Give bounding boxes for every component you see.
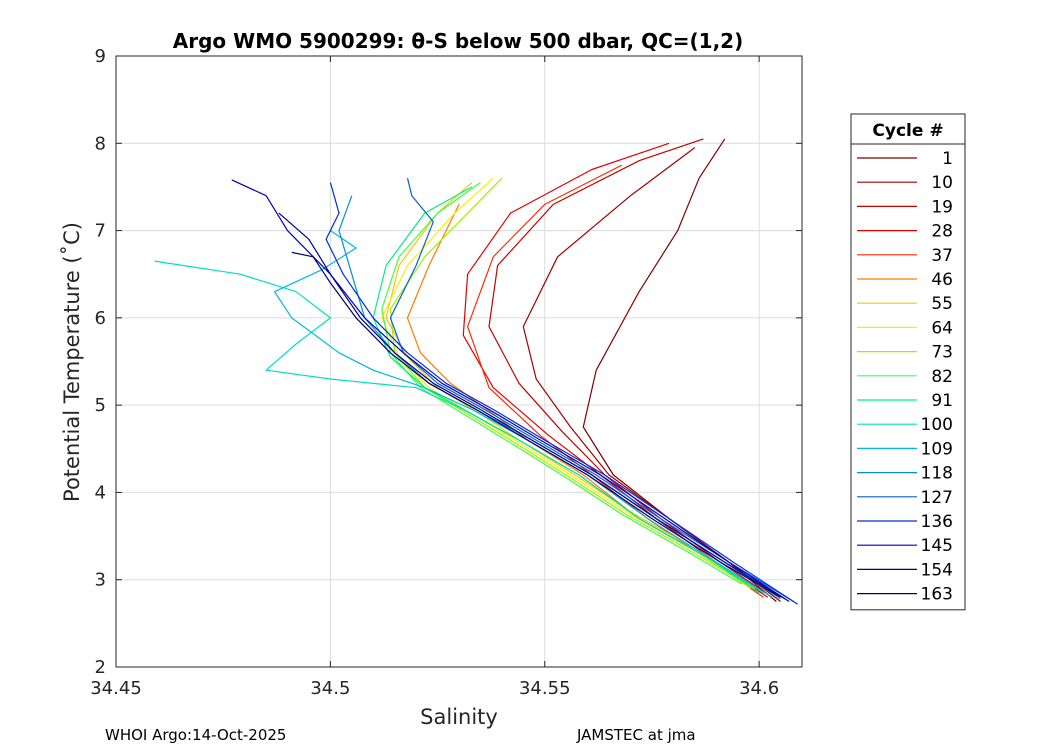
- series-line-cycle-163: [291, 251, 781, 598]
- y-tick-label: 8: [95, 133, 106, 154]
- series-line-cycle-82: [381, 182, 743, 585]
- series-line-cycle-73: [389, 177, 747, 585]
- legend-title: Cycle #: [872, 121, 943, 141]
- series-line-cycle-100: [154, 260, 764, 594]
- series-line-cycle-10: [522, 147, 781, 602]
- x-tick-label: 34.6: [739, 678, 779, 699]
- legend-label: 145: [921, 536, 953, 556]
- legend-label: 10: [931, 173, 953, 193]
- legend-label: 28: [931, 222, 953, 242]
- legend-label: 109: [921, 439, 953, 459]
- legend-label: 163: [921, 585, 953, 605]
- series-line-cycle-136: [325, 182, 799, 605]
- legend-label: 82: [931, 367, 953, 387]
- plot-frame: [115, 55, 803, 668]
- legend-label: 37: [931, 246, 953, 266]
- grid: [115, 55, 802, 668]
- legend-box: [850, 113, 966, 611]
- plot-area: [116, 56, 802, 667]
- y-tick-label: 2: [95, 657, 106, 678]
- series-line-cycle-55: [385, 182, 756, 589]
- x-tick-label: 34.55: [519, 678, 571, 699]
- x-tick-label: 34.5: [310, 678, 350, 699]
- y-tick-label: 3: [95, 570, 106, 591]
- y-tick-label: 6: [95, 308, 106, 329]
- series-line-cycle-127: [389, 178, 794, 603]
- legend-label: 46: [931, 270, 953, 290]
- legend-label: 127: [921, 488, 953, 508]
- legend-label: 118: [921, 464, 953, 484]
- y-axis-label: Potential Temperature (˚C): [60, 222, 84, 502]
- legend-label: 73: [931, 343, 953, 363]
- series-line-cycle-19: [488, 138, 773, 598]
- chart-title: Argo WMO 5900299: θ-S below 500 dbar, QC…: [173, 29, 743, 53]
- footer-date: WHOI Argo:14-Oct-2025: [105, 726, 287, 744]
- y-tick-label: 9: [95, 46, 106, 67]
- legend-label: 100: [921, 415, 953, 435]
- y-tick-label: 7: [95, 221, 106, 242]
- y-tick-label: 4: [95, 482, 106, 503]
- legend-label: 136: [921, 512, 953, 532]
- legend-label: 55: [931, 294, 953, 314]
- x-tick-label: 34.45: [90, 678, 142, 699]
- legend-label: 154: [921, 560, 953, 580]
- series-line-cycle-145: [231, 179, 790, 603]
- legend-label: 64: [931, 318, 953, 338]
- legend-label: 1: [942, 149, 953, 169]
- series-line-cycle-109: [274, 230, 773, 598]
- legend-label: 19: [931, 197, 953, 217]
- legend: Cycle # 1 10 19 28 37 46 55 64 73 82 91 100 109 118 127…: [850, 113, 966, 611]
- series-line-cycle-28: [462, 142, 769, 598]
- footer-source: JAMSTEC at jma: [577, 726, 696, 744]
- y-tick-label: 5: [95, 395, 106, 416]
- series-line-cycle-154: [278, 212, 786, 600]
- x-axis-label: Salinity: [420, 705, 498, 729]
- legend-label: 91: [931, 391, 953, 411]
